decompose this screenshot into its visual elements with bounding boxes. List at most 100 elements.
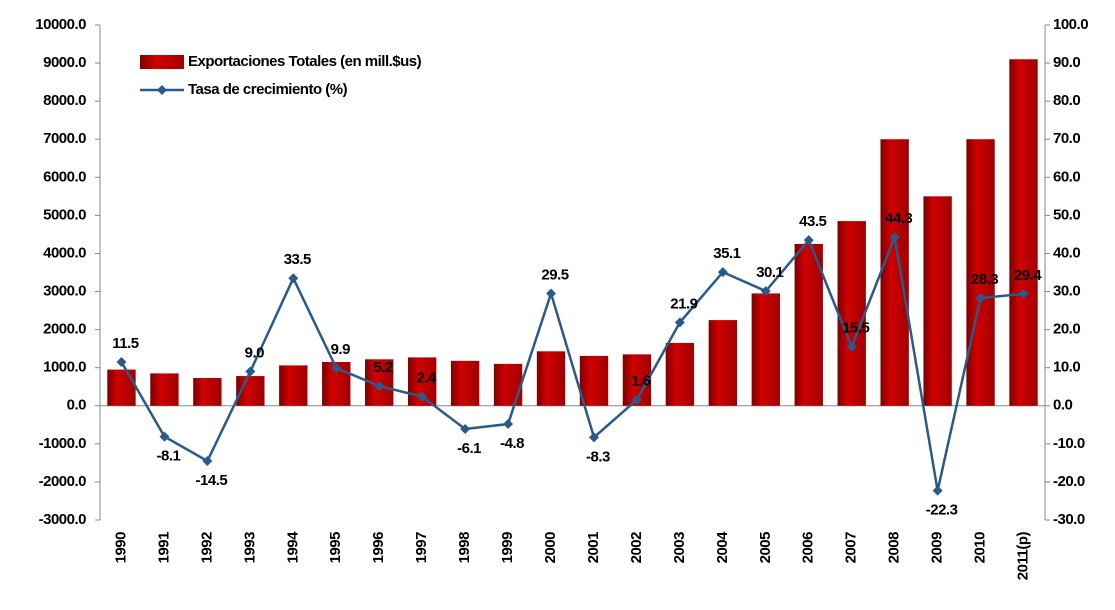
y-tick-label: 3000.0 [43,283,86,300]
y2-tick-label: 20.0 [1053,321,1080,338]
marker [760,286,771,297]
x-tick-label: 1990 [112,532,129,564]
data-label: 21.9 [670,295,697,312]
data-label: 1.6 [631,373,651,390]
y2-tick-label: -10.0 [1053,435,1085,452]
x-tick-label: 1994 [284,531,301,564]
x-tick-label: 2006 [800,532,817,564]
data-label: 28.3 [971,271,998,288]
bar [966,139,995,406]
data-label: 35.1 [713,245,740,262]
marker [975,293,986,304]
marker [717,267,728,278]
y-tick-label: 2000.0 [43,321,86,338]
x-tick-label: 2010 [972,532,989,564]
marker [846,341,857,352]
x-tick-label: 1997 [413,532,430,564]
y-tick-label: 4000.0 [43,244,86,261]
x-tick-label: 1995 [327,532,344,564]
marker [116,356,127,367]
data-label: 2.4 [416,370,437,387]
data-label: 15.5 [842,320,869,337]
marker [245,366,256,377]
marker [546,288,557,299]
bar [1009,59,1038,406]
y-tick-label: 10000.0 [35,16,86,33]
data-label: -14.5 [196,472,228,489]
marker [889,232,900,243]
marker [202,455,213,466]
legend-label: Tasa de crecimiento (%) [188,81,348,98]
x-tick-label: 2008 [886,532,903,564]
data-label: 5.2 [374,359,394,376]
bar [708,320,738,406]
bar [665,342,695,406]
y-tick-label: 7000.0 [43,130,86,147]
x-tick-label: 2002 [628,532,645,564]
y-tick-label: -3000.0 [39,511,87,528]
y2-tick-label: -20.0 [1053,473,1085,490]
data-label: -22.3 [926,502,958,519]
x-tick-label: 2007 [843,532,860,564]
data-label: -6.1 [457,440,481,457]
marker [588,432,599,443]
bar [579,355,609,406]
x-tick-label: 2004 [714,531,731,564]
data-label: 11.5 [112,335,139,352]
data-label: 29.4 [1014,267,1042,284]
data-label: 33.5 [284,251,311,268]
legend-swatch [140,55,184,69]
marker [460,423,471,434]
x-tick-label: 1998 [456,532,473,564]
x-tick-label: 1993 [241,532,258,564]
x-tick-label: 2003 [671,532,688,564]
y-tick-label: -1000.0 [39,435,87,452]
marker [331,363,342,374]
data-label: 30.1 [756,264,783,281]
x-tick-label: 1991 [155,532,172,564]
data-label: 29.5 [541,266,568,283]
bar [837,221,866,406]
x-tick-label: 1996 [370,532,387,564]
y2-tick-label: 100.0 [1053,16,1088,33]
y-tick-label: 8000.0 [43,92,86,109]
legend-label: Exportaciones Totales (en mill.$us) [188,53,422,70]
marker [631,394,642,405]
x-tick-label: 2001 [585,532,602,564]
x-tick-label: 2005 [757,532,774,564]
bar [794,243,823,406]
bar [880,139,909,406]
y-tick-label: -2000.0 [39,473,87,490]
y-tick-label: 0.0 [67,397,87,414]
y2-tick-label: 60.0 [1053,168,1080,185]
data-label: 9.0 [245,344,265,361]
y2-tick-label: 30.0 [1053,283,1080,300]
marker [417,391,428,402]
x-tick-label: 1999 [499,532,516,564]
marker [159,431,170,442]
x-tick-label: 2009 [929,532,946,564]
y2-tick-label: 10.0 [1053,359,1080,376]
bar [536,351,566,406]
marker [1018,288,1029,299]
bar [493,363,523,406]
line [120,232,1024,491]
marker [288,273,299,284]
x-tick-label: 2011(p) [1014,532,1031,581]
bar [450,360,480,406]
marker [803,235,814,246]
y-tick-label: 1000.0 [43,359,86,376]
y2-tick-label: 70.0 [1053,130,1080,147]
data-label: 44.3 [885,210,912,227]
y2-tick-label: 90.0 [1053,54,1080,71]
y2-tick-label: 0.0 [1053,397,1073,414]
bar [751,293,780,406]
y2-tick-label: 40.0 [1053,244,1080,261]
data-label: -8.1 [157,448,181,465]
y2-tick-label: 80.0 [1053,92,1080,109]
data-label: 9.9 [331,341,351,358]
marker [674,317,685,328]
y-tick-label: 9000.0 [43,54,86,71]
marker [932,485,943,496]
